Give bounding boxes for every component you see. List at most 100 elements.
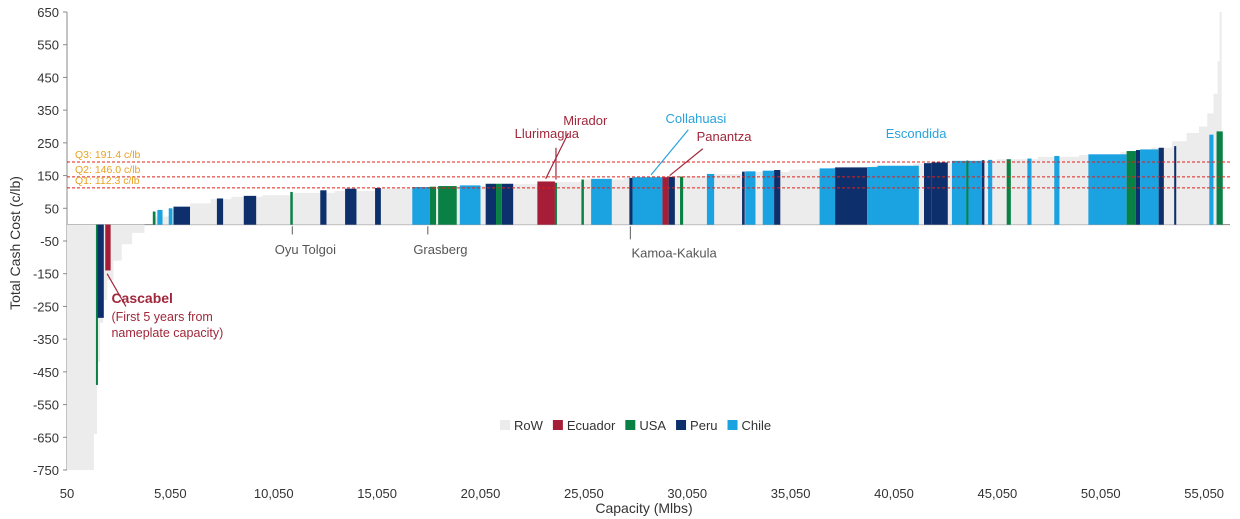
annotation-label: Panantza — [697, 129, 753, 144]
bar-usa — [1216, 131, 1223, 225]
x-tick-label: 5,050 — [154, 486, 187, 501]
bar-peru — [485, 183, 497, 225]
legend-swatch-usa — [625, 420, 636, 430]
quartile-label: Q3: 191.4 c/lb — [75, 149, 141, 161]
y-tick-label: -550 — [33, 398, 59, 413]
y-tick-label: 50 — [45, 201, 59, 216]
mine-annotations: Cascabel (First 5 years from nameplate cap… — [106, 111, 947, 340]
bar-ecuador — [537, 181, 555, 225]
bar-usa — [1006, 159, 1011, 225]
x-tick-label: 55,050 — [1184, 486, 1224, 501]
legend-swatch-ecuador — [552, 420, 563, 430]
legend-label: USA — [639, 418, 666, 433]
bar-chile — [1209, 134, 1214, 225]
bar-chile — [459, 185, 481, 225]
bar-peru — [742, 171, 745, 225]
y-tick-label: 450 — [37, 70, 59, 85]
y-tick-label: -350 — [33, 332, 59, 347]
annotation-label: Llurimagua — [515, 126, 580, 141]
bar-chile — [877, 165, 919, 225]
annotation-sublabel: (First 5 years from — [111, 310, 212, 324]
legend-label: Peru — [690, 418, 717, 433]
bar-peru — [173, 206, 191, 225]
bar-usa — [95, 224, 98, 385]
bar-ecuador — [662, 177, 669, 225]
annotation-label: Collahuasi — [666, 111, 727, 126]
legend-swatch-peru — [676, 420, 687, 430]
y-tick-label: 250 — [37, 136, 59, 151]
bar-usa — [966, 160, 969, 225]
bar-chile — [412, 187, 430, 225]
bar-peru — [320, 190, 327, 225]
bar-chile — [867, 167, 878, 225]
y-tick-label: 650 — [37, 5, 59, 20]
bar-peru — [835, 167, 868, 225]
x-tick-label: 50,050 — [1081, 486, 1121, 501]
annotation-label: Oyu Tolgoi — [275, 242, 336, 257]
bar-chile — [1027, 158, 1032, 225]
bar-chile — [1140, 149, 1159, 225]
x-tick-label: 30,050 — [667, 486, 707, 501]
bar-peru — [924, 163, 932, 225]
annotation-label: Mirador — [563, 113, 608, 128]
annotation-label: Grasberg — [413, 242, 467, 257]
y-tick-label: -250 — [33, 299, 59, 314]
annotation-label: Kamoa-Kakula — [631, 245, 717, 260]
bar-peru — [668, 176, 675, 225]
annotation-leader — [669, 148, 704, 177]
bar-chile — [762, 170, 775, 225]
bar-usa — [496, 183, 502, 225]
bar-peru — [981, 160, 985, 225]
bar-peru — [375, 188, 381, 225]
y-tick-label: 150 — [37, 169, 59, 184]
row-cost-curve-area — [67, 12, 1222, 470]
bar-chile — [168, 208, 173, 225]
bar-usa — [554, 182, 557, 225]
bar-peru — [345, 188, 357, 225]
y-tick-label: -650 — [33, 430, 59, 445]
bar-chile — [157, 209, 163, 225]
bar-usa — [429, 186, 437, 225]
bar-usa — [1126, 151, 1136, 225]
x-tick-label: 10,050 — [254, 486, 294, 501]
x-tick-label: 35,050 — [771, 486, 811, 501]
y-tick-label: -50 — [40, 234, 59, 249]
bar-chile — [706, 173, 715, 225]
annotation-label: Escondida — [886, 126, 947, 141]
x-tick-label: 20,050 — [461, 486, 501, 501]
y-tick-label: 550 — [37, 38, 59, 53]
annotation-leader — [650, 129, 689, 176]
x-tick-label: 50 — [60, 486, 74, 501]
country-bars — [95, 131, 1223, 385]
bar-peru — [931, 162, 948, 225]
bar-chile — [819, 168, 836, 225]
bar-usa — [152, 211, 156, 225]
quartile-label: Q2: 146.0 c/lb — [75, 164, 141, 176]
bar-peru — [243, 195, 257, 225]
x-tick-label: 40,050 — [874, 486, 914, 501]
bar-usa — [290, 191, 293, 225]
bar-peru — [501, 183, 514, 225]
y-axis-label: Total Cash Cost (c/lb) — [7, 176, 23, 310]
x-tick-label: 25,050 — [564, 486, 604, 501]
legend-label: RoW — [514, 418, 544, 433]
x-tick-label: 15,050 — [357, 486, 397, 501]
annotation-leader — [106, 273, 127, 307]
bar-chile — [745, 171, 756, 225]
bar-peru — [1174, 146, 1177, 225]
y-tick-label: -750 — [33, 463, 59, 478]
bar-usa — [680, 176, 684, 225]
axis-layer: 650 550 450 350 250 150 50 -50 -150 -250 -350 -450 -… — [33, 5, 1230, 501]
bar-chile — [632, 177, 663, 225]
x-axis-label: Capacity (Mlbs) — [595, 500, 692, 516]
bar-usa — [438, 186, 457, 225]
y-tick-label: 350 — [37, 103, 59, 118]
bar-chile — [591, 178, 612, 225]
legend-swatch-chile — [727, 420, 738, 430]
bar-peru — [216, 198, 224, 225]
legend-swatch-row — [500, 420, 510, 430]
legend-label: Ecuador — [567, 418, 616, 433]
bar-peru — [629, 177, 633, 225]
